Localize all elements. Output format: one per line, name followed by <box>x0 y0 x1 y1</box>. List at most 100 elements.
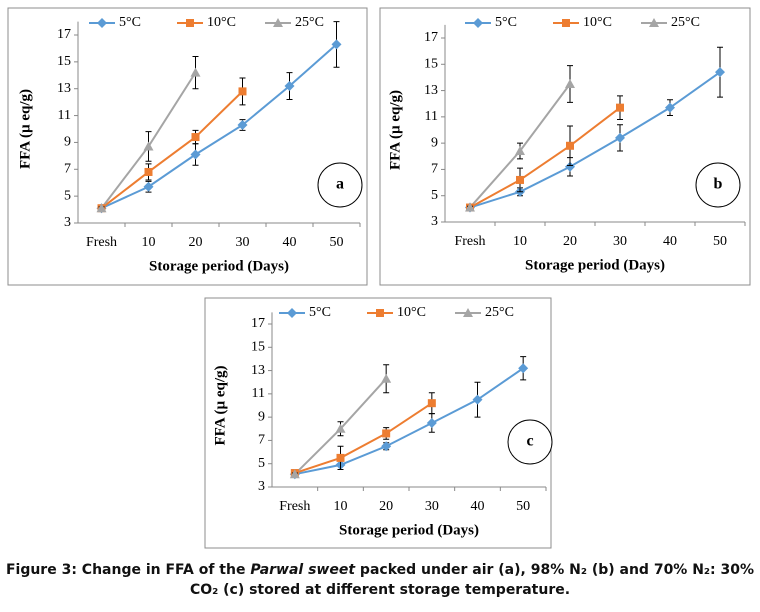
marker <box>335 423 346 433</box>
marker <box>616 103 624 112</box>
x-tick-label: 20 <box>563 234 577 249</box>
x-tick-label: 50 <box>516 499 530 514</box>
x-tick-label: Fresh <box>86 235 117 250</box>
y-tick-label: 3 <box>258 479 265 494</box>
marker <box>381 373 392 383</box>
annotation: c <box>526 433 533 450</box>
marker <box>381 441 392 452</box>
y-tick-label: 11 <box>252 386 265 401</box>
marker <box>615 132 625 143</box>
x-tick-label: 10 <box>334 499 348 514</box>
y-tick-label: 7 <box>258 433 265 448</box>
caption: Figure 3: Change in FFA of the Parwal sw… <box>0 560 760 600</box>
marker <box>96 203 107 213</box>
x-tick-label: Fresh <box>454 234 485 249</box>
marker <box>237 119 248 130</box>
marker <box>472 394 483 405</box>
y-tick-label: 15 <box>251 340 265 355</box>
marker <box>565 79 575 88</box>
y-tick-label: 5 <box>64 188 71 203</box>
legend-label: 25°C <box>295 15 324 30</box>
series-line <box>101 43 338 210</box>
legend-label: 10°C <box>583 15 612 30</box>
marker <box>465 202 475 212</box>
figure: 3 5 7 9 11 13 15 17 Fresh 10 20 30 40 50 Storage perio… <box>7 7 751 549</box>
marker <box>190 67 201 77</box>
y-tick-label: 3 <box>64 215 71 230</box>
legend-label: 10°C <box>397 305 426 320</box>
marker <box>336 453 345 462</box>
y-tick-label: 7 <box>431 162 438 177</box>
series-line <box>469 71 721 209</box>
marker <box>238 87 247 96</box>
marker <box>516 175 524 184</box>
y-tick-label: 7 <box>64 162 71 177</box>
marker <box>289 469 300 479</box>
annotation: a <box>336 176 344 193</box>
series-line <box>469 106 621 209</box>
marker <box>287 308 297 318</box>
annotation-circle <box>695 162 741 208</box>
caption-text: Figure 3: Change in FFA of the <box>5 562 251 578</box>
marker <box>426 417 437 428</box>
y-axis-label: FFA (µ eq/g) <box>17 89 33 169</box>
y-tick-label: 17 <box>424 30 438 45</box>
series-line <box>100 90 244 210</box>
caption-text: packed under air (a), 98% N₂ (b) and 70%… <box>189 562 755 598</box>
x-tick-label: 20 <box>379 499 393 514</box>
legend-label: 10°C <box>207 15 236 30</box>
marker <box>273 18 283 27</box>
marker <box>284 81 295 92</box>
chart-frame <box>379 7 751 286</box>
marker <box>191 133 200 142</box>
marker <box>463 308 473 317</box>
annotation-circle <box>317 162 363 208</box>
marker <box>331 39 342 50</box>
marker <box>518 363 529 374</box>
y-tick-label: 3 <box>431 214 438 229</box>
marker <box>427 399 436 408</box>
y-tick-label: 17 <box>251 316 265 331</box>
marker <box>382 429 391 438</box>
marker <box>144 167 153 176</box>
marker <box>565 161 575 172</box>
x-tick-label: 20 <box>189 235 203 250</box>
marker <box>515 146 525 156</box>
marker <box>473 18 483 28</box>
x-tick-label: Fresh <box>279 499 310 514</box>
legend-label: 5°C <box>119 15 141 30</box>
y-tick-label: 5 <box>431 188 438 203</box>
x-tick-label: 50 <box>330 235 344 250</box>
y-tick-label: 17 <box>57 27 71 42</box>
chart-frame <box>7 7 368 286</box>
x-tick-label: 40 <box>663 234 677 249</box>
marker <box>649 18 659 27</box>
y-tick-label: 9 <box>431 135 438 150</box>
y-tick-label: 9 <box>258 409 265 424</box>
marker <box>566 141 574 150</box>
marker <box>562 19 570 27</box>
series-line <box>294 402 433 474</box>
legend-label: 5°C <box>495 15 517 30</box>
legend-label: 25°C <box>485 305 514 320</box>
marker <box>143 141 154 151</box>
annotation: b <box>714 176 723 193</box>
y-tick-label: 9 <box>64 135 71 150</box>
marker <box>665 102 675 113</box>
series-line <box>294 367 524 476</box>
marker <box>376 309 384 317</box>
x-tick-label: 10 <box>513 234 527 249</box>
x-tick-label: 40 <box>283 235 297 250</box>
caption-text: Parwal sweet <box>250 562 356 578</box>
x-tick-label: 50 <box>713 234 727 249</box>
x-tick-label: 30 <box>425 499 439 514</box>
x-tick-label: 40 <box>471 499 485 514</box>
y-tick-label: 15 <box>424 57 438 72</box>
y-tick-label: 13 <box>251 363 265 378</box>
marker <box>143 181 154 192</box>
x-tick-label: 10 <box>142 235 156 250</box>
y-tick-label: 5 <box>258 456 265 471</box>
y-tick-label: 13 <box>57 81 71 96</box>
y-tick-label: 11 <box>425 109 438 124</box>
x-tick-label: 30 <box>236 235 250 250</box>
